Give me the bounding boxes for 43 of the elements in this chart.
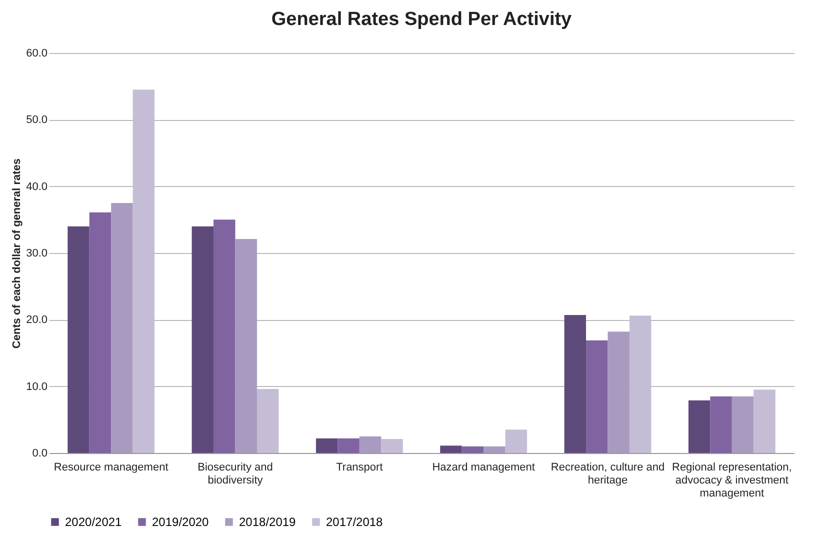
y-tick-label: 60.0 xyxy=(26,48,48,60)
y-tick-label: 50.0 xyxy=(26,114,48,126)
bar xyxy=(608,332,630,453)
bar xyxy=(192,226,214,453)
bar xyxy=(484,446,506,453)
x-tick-label: Biosecurity and biodiversity xyxy=(198,462,273,486)
bar xyxy=(256,389,279,453)
bar xyxy=(359,436,382,453)
bar xyxy=(338,438,360,453)
bar xyxy=(462,446,484,453)
bar xyxy=(564,315,586,453)
bar xyxy=(440,446,462,453)
x-tick-label: Recreation, culture and heritage xyxy=(550,462,665,486)
legend-label: 2019/2020 xyxy=(152,515,210,529)
bar xyxy=(381,439,403,453)
y-tick-label: 0.0 xyxy=(32,448,48,460)
legend-label: 2020/2021 xyxy=(65,515,122,529)
bar xyxy=(629,316,652,453)
legend-label: 2018/2019 xyxy=(239,515,296,529)
y-tick-label: 30.0 xyxy=(26,248,48,260)
y-tick-label: 10.0 xyxy=(26,380,48,393)
bar xyxy=(710,396,732,453)
bar xyxy=(111,203,133,453)
bar xyxy=(316,438,338,453)
y-axis-title: Cents of each dollar of general rates xyxy=(11,158,24,349)
bar xyxy=(586,340,608,453)
bar xyxy=(89,212,112,453)
bar xyxy=(68,226,90,453)
x-tick-label: Regional representation, advocacy & investment management xyxy=(672,462,792,500)
bar xyxy=(732,396,754,453)
x-tick-label: Hazard management xyxy=(432,462,535,474)
x-tick-label: Resource management xyxy=(54,462,168,474)
x-tick-label: Transport xyxy=(336,462,383,474)
bar xyxy=(505,430,528,453)
bar xyxy=(132,90,155,453)
y-tick-label: 40.0 xyxy=(26,180,48,193)
bar xyxy=(235,239,257,453)
chart-title: General Rates Spend Per Activity xyxy=(271,9,572,30)
legend-label: 2017/2018 xyxy=(326,515,384,529)
y-tick-label: 20.0 xyxy=(26,314,48,326)
bar xyxy=(214,220,236,453)
bar xyxy=(754,390,776,453)
bar xyxy=(688,400,710,453)
